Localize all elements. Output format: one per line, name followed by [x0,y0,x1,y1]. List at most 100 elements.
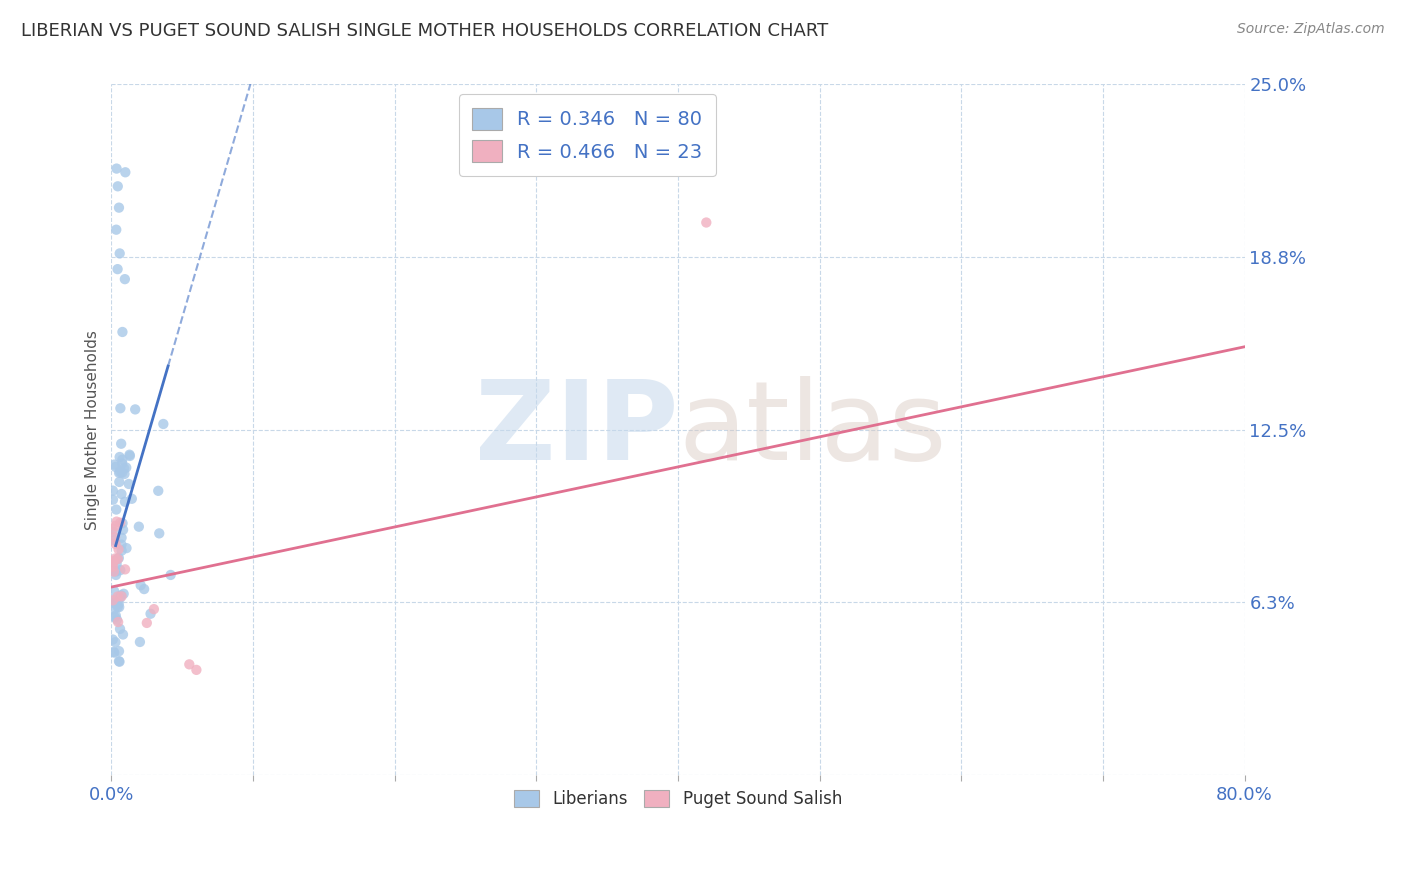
Point [108,654,131,668]
Point [108,201,131,215]
Point [101,632,124,647]
Text: atlas: atlas [678,376,946,483]
Point [118,449,141,463]
Point [110,538,132,552]
Point [105,565,128,579]
Point [112,523,135,537]
Point [108,466,131,480]
Point [105,557,128,571]
Point [695,215,717,229]
Point [110,588,132,602]
Point [101,593,124,607]
Point [103,596,125,610]
Point [108,246,131,260]
Point [105,161,128,176]
Point [159,568,181,582]
Point [104,595,127,609]
Point [148,526,170,541]
Point [179,657,201,672]
Point [108,655,131,669]
Point [104,533,127,548]
Point [110,401,132,416]
Point [110,531,132,545]
Point [101,522,124,536]
Point [110,590,132,604]
Point [108,475,131,489]
Point [107,552,129,566]
Point [101,554,124,568]
Point [124,402,146,417]
Point [103,584,125,599]
Point [108,591,131,606]
Point [108,450,131,464]
Point [112,461,135,475]
Point [101,492,124,507]
Point [118,448,141,462]
Text: ZIP: ZIP [475,376,678,483]
Y-axis label: Single Mother Households: Single Mother Households [86,330,100,530]
Point [110,516,132,530]
Point [107,590,129,604]
Point [129,578,152,592]
Point [108,465,131,479]
Point [114,467,136,481]
Point [101,559,124,574]
Point [105,502,128,516]
Point [104,635,127,649]
Point [104,537,127,551]
Point [134,582,156,596]
Point [101,564,124,578]
Point [103,458,125,472]
Point [114,495,136,509]
Point [114,562,136,576]
Point [139,607,162,621]
Point [108,644,131,658]
Point [128,519,150,533]
Point [118,477,141,491]
Point [104,608,127,623]
Point [121,491,143,506]
Point [129,635,152,649]
Point [108,600,131,615]
Point [111,627,134,641]
Point [108,551,131,566]
Point [142,602,165,616]
Point [148,483,170,498]
Point [115,460,138,475]
Text: LIBERIAN VS PUGET SOUND SALISH SINGLE MOTHER HOUSEHOLDS CORRELATION CHART: LIBERIAN VS PUGET SOUND SALISH SINGLE MO… [21,22,828,40]
Point [110,436,132,450]
Text: Source: ZipAtlas.com: Source: ZipAtlas.com [1237,22,1385,37]
Point [103,645,125,659]
Point [103,602,125,616]
Point [115,541,138,555]
Point [186,663,208,677]
Point [103,555,125,569]
Point [111,452,134,467]
Point [105,222,128,236]
Point [104,530,127,544]
Point [111,325,134,339]
Point [108,622,131,636]
Point [110,563,132,577]
Point [103,593,125,607]
Point [107,262,129,277]
Point [107,179,129,194]
Point [101,524,124,539]
Point [107,597,129,611]
Point [111,466,134,480]
Point [111,516,134,531]
Point [107,615,129,629]
Point [135,615,157,630]
Point [114,165,136,179]
Point [152,417,174,431]
Point [105,515,128,529]
Point [103,646,125,660]
Point [104,519,127,533]
Point [107,599,129,614]
Point [104,568,127,582]
Point [101,483,124,498]
Point [111,457,134,471]
Point [107,552,129,566]
Point [110,487,132,501]
Point [105,613,128,627]
